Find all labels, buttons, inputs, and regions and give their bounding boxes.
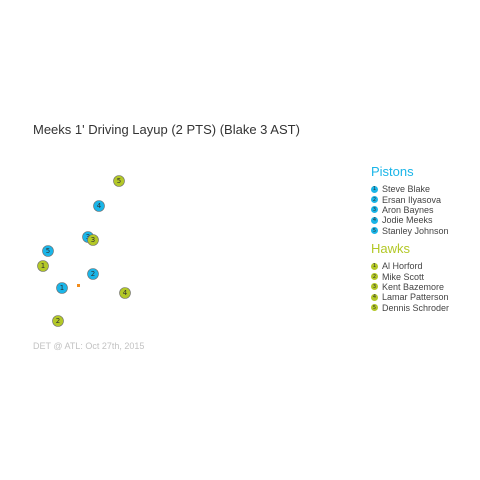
svg-text:3: 3 (86, 233, 90, 241)
player-name: Dennis Schroder (382, 302, 450, 313)
home-team-name: Pistons (371, 164, 414, 179)
player-marker-away-2: 2 (52, 315, 64, 327)
player-marker-home-5: 5 (42, 245, 54, 257)
player-number-badge: 2 (371, 196, 378, 204)
legend-home-team: Pistons 1 Steve Blake 2 Ersan Ilyasova 3 Ar… (371, 164, 476, 236)
player-marker-away-1: 1 (37, 260, 49, 272)
player-number-badge: 1 (371, 262, 378, 270)
svg-text:2: 2 (91, 270, 95, 278)
svg-text:4: 4 (97, 202, 102, 210)
player-name: Steve Blake (382, 184, 431, 195)
legend-away-team: Hawks 1 Al Horford 2 Mike Scott 3 Kent Baze… (371, 241, 476, 313)
away-roster: 1 Al Horford 2 Mike Scott 3 Kent Bazemore 4… (371, 261, 476, 313)
player-name: Jodie Meeks (382, 215, 433, 226)
svg-text:4: 4 (123, 289, 128, 297)
svg-text:1: 1 (60, 284, 64, 292)
player-marker-away-5: 5 (113, 175, 125, 187)
player-name: Lamar Patterson (382, 292, 449, 303)
player-name: Aron Baynes (382, 204, 434, 215)
player-number-badge: 5 (371, 304, 378, 312)
player-name: Al Horford (382, 261, 423, 272)
home-roster: 1 Steve Blake 2 Ersan Ilyasova 3 Aron Bayne… (371, 184, 476, 236)
player-number-badge: 3 (371, 206, 378, 214)
roster-item: 4 Jodie Meeks (371, 215, 476, 225)
player-number-badge: 2 (371, 273, 378, 281)
player-number-badge: 3 (371, 283, 378, 291)
player-name: Mike Scott (382, 271, 425, 282)
svg-text:1: 1 (41, 262, 45, 270)
player-number-badge: 1 (371, 185, 378, 193)
player-name: Ersan Ilyasova (382, 194, 442, 205)
player-number-badge: 4 (371, 216, 378, 224)
roster-item: 5 Dennis Schroder (371, 303, 476, 313)
play-title: Meeks 1' Driving Layup (2 PTS) (Blake 3 … (33, 122, 300, 137)
player-name: Stanley Johnson (382, 225, 449, 236)
away-team-name: Hawks (371, 240, 411, 256)
ball-marker (77, 284, 80, 287)
player-number-badge: 4 (371, 293, 378, 301)
roster-item: 1 Al Horford (371, 261, 476, 271)
player-marker-home-4: 4 (93, 200, 105, 212)
player-marker-home-2: 2 (87, 268, 99, 280)
roster-item: 1 Steve Blake (371, 184, 476, 194)
player-name: Kent Bazemore (382, 281, 445, 292)
player-marker-away-4: 4 (119, 287, 131, 299)
player-number-badge: 5 (371, 227, 378, 235)
team-legend: Pistons 1 Steve Blake 2 Ersan Ilyasova 3 Ar… (371, 164, 476, 313)
svg-text:5: 5 (46, 247, 50, 255)
roster-item: 2 Mike Scott (371, 271, 476, 282)
roster-item: 3 Aron Baynes (371, 205, 476, 215)
player-marker-away-3: 3 (87, 234, 99, 246)
roster-item: 5 Stanley Johnson (371, 226, 476, 236)
roster-item: 2 Ersan Ilyasova (371, 194, 476, 205)
roster-item: 4 Lamar Patterson (371, 292, 476, 302)
roster-item: 3 Kent Bazemore (371, 282, 476, 292)
svg-text:5: 5 (117, 177, 121, 185)
player-marker-home-1: 1 (56, 282, 68, 294)
svg-text:3: 3 (91, 236, 95, 244)
game-matchup-info: DET @ ATL: Oct 27th, 2015 (33, 341, 145, 351)
svg-text:2: 2 (56, 317, 60, 325)
